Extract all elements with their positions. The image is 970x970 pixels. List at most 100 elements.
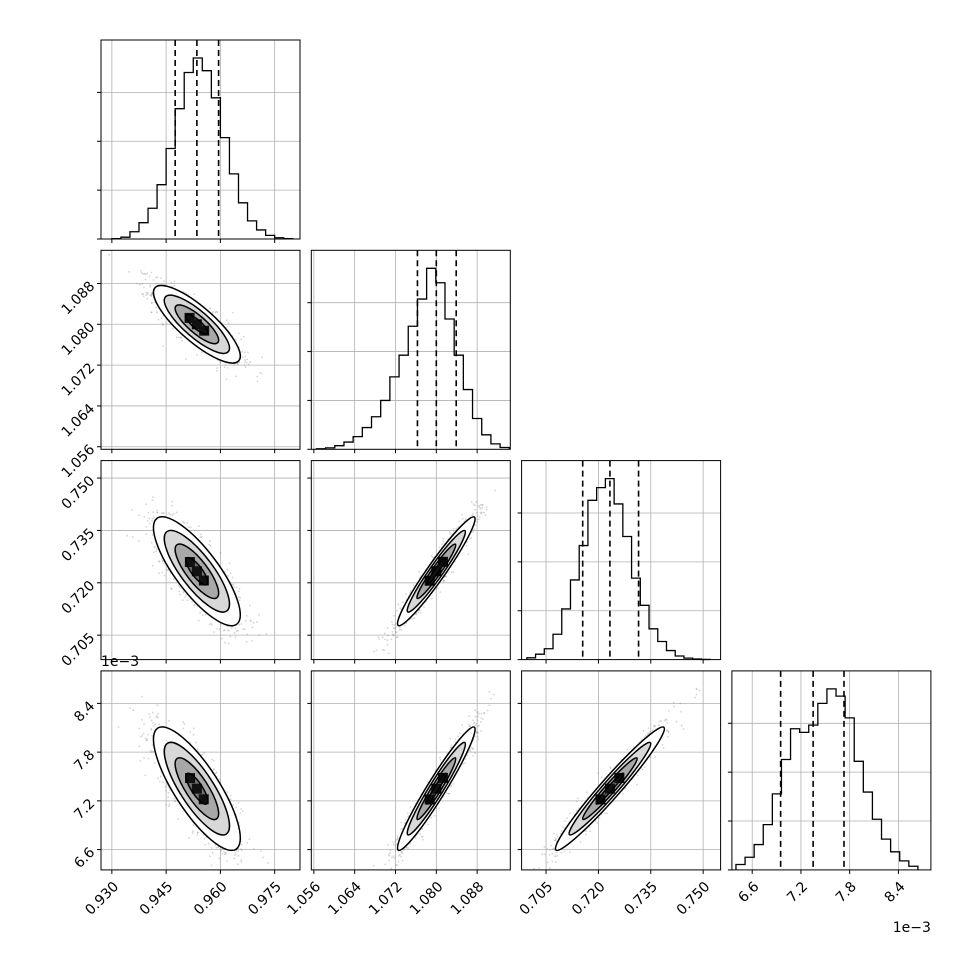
- scatter-point: [261, 372, 263, 375]
- scatter-point: [237, 596, 240, 599]
- scatter-point: [414, 837, 417, 839]
- scatter-point: [237, 629, 239, 632]
- scatter-point: [157, 777, 160, 780]
- scatter-point: [147, 757, 150, 760]
- scatter-point: [175, 511, 178, 514]
- scatter-point: [150, 293, 153, 295]
- scatter-point: [242, 628, 245, 631]
- scatter-point: [150, 271, 153, 274]
- scatter-point: [153, 762, 156, 764]
- scatter-point: [210, 624, 213, 626]
- scatter-point: [145, 526, 148, 528]
- scatter-point: [418, 609, 421, 611]
- scatter-point: [235, 586, 238, 589]
- scatter-point: [256, 621, 258, 623]
- scatter-point: [146, 520, 149, 522]
- scatter-point: [150, 302, 153, 304]
- scatter-point: [148, 713, 151, 715]
- scatter-point: [227, 367, 230, 369]
- scatter-point: [168, 805, 170, 808]
- scatter-point: [458, 520, 461, 523]
- scatter-point: [229, 635, 232, 638]
- scatter-point: [421, 828, 424, 830]
- scatter-point: [399, 626, 401, 629]
- scatter-point: [223, 850, 225, 853]
- scatter-point: [154, 723, 157, 726]
- pair-panel-1-0: [97, 249, 301, 454]
- scatter-point: [169, 513, 172, 516]
- scatter-point: [441, 543, 443, 545]
- scatter-point: [168, 512, 170, 515]
- scatter-point: [217, 846, 220, 848]
- scatter-point: [237, 854, 240, 857]
- scatter-point: [474, 724, 477, 727]
- scatter-point: [412, 584, 415, 587]
- scatter-point: [132, 709, 135, 712]
- scatter-point: [185, 358, 187, 360]
- scatter-point: [178, 590, 181, 593]
- scatter-point: [180, 336, 183, 339]
- scatter-point: [394, 626, 397, 629]
- scatter-point: [203, 838, 206, 840]
- scatter-point: [471, 747, 474, 750]
- scatter-point: [471, 514, 474, 517]
- scatter-point: [150, 295, 153, 297]
- scatter-point: [473, 504, 476, 507]
- scatter-point: [170, 587, 173, 590]
- contour-3: [152, 284, 242, 364]
- scatter-point: [480, 511, 483, 514]
- scatter-point: [138, 727, 141, 730]
- scatter-point: [232, 804, 235, 806]
- scatter-point: [240, 338, 243, 341]
- scatter-point: [181, 599, 184, 602]
- scatter-point: [151, 744, 154, 746]
- scatter-point: [457, 526, 460, 528]
- scatter-point: [146, 738, 149, 740]
- scatter-point: [472, 748, 475, 750]
- scatter-point: [147, 511, 150, 514]
- scatter-point: [392, 634, 395, 637]
- scatter-point: [215, 369, 218, 372]
- scatter-point: [393, 627, 395, 630]
- scatter-point: [196, 354, 198, 356]
- scatter-point: [182, 520, 185, 523]
- scatter-point: [251, 626, 254, 629]
- scatter-point: [448, 531, 451, 533]
- scatter-point: [381, 636, 384, 639]
- scatter-point: [266, 862, 269, 864]
- scatter-point: [249, 619, 252, 622]
- scatter-point: [243, 628, 246, 631]
- scatter-point: [246, 841, 249, 844]
- contour-3: [396, 516, 476, 627]
- scatter-point: [442, 579, 445, 582]
- scatter-point: [171, 513, 174, 516]
- scatter-point: [145, 291, 148, 294]
- scatter-point: [231, 576, 234, 579]
- scatter-point: [467, 553, 470, 556]
- scatter-point: [155, 548, 158, 550]
- scatter-point: [399, 607, 402, 610]
- scatter-point: [244, 351, 246, 354]
- scatter-point: [213, 631, 215, 633]
- scatter-point: [481, 506, 484, 509]
- scatter-point: [476, 715, 479, 718]
- scatter-point: [258, 634, 261, 637]
- scatter-point: [142, 732, 145, 735]
- scatter-point: [442, 580, 445, 583]
- frame-2-2: [521, 460, 722, 661]
- scatter-point: [391, 621, 393, 623]
- scatter-point: [404, 624, 407, 627]
- scatter-point: [240, 860, 243, 863]
- scatter-point: [476, 514, 479, 517]
- density-cell--1: [184, 312, 195, 323]
- scatter-point: [152, 750, 155, 753]
- scatter-point: [163, 562, 165, 565]
- scatter-point: [227, 322, 230, 325]
- scatter-point: [238, 590, 240, 593]
- scatter-point: [234, 852, 237, 855]
- scatter-point: [143, 516, 146, 518]
- scatter-point: [377, 636, 379, 639]
- scatter-point: [383, 632, 386, 635]
- scatter-point: [258, 613, 261, 616]
